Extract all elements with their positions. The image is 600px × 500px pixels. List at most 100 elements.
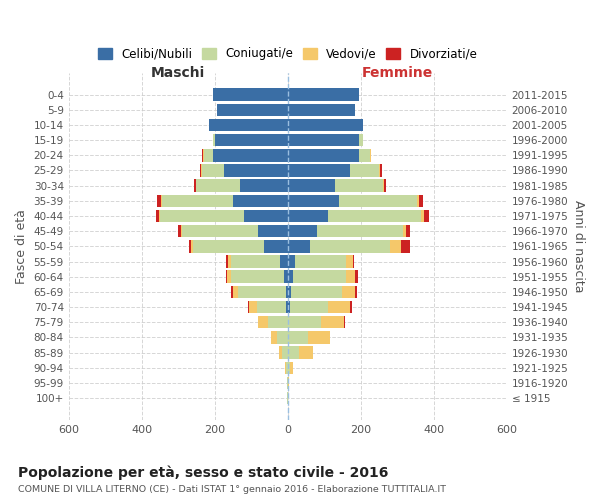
Bar	[292, 286, 343, 298]
Bar	[286, 286, 287, 298]
Bar	[379, 164, 380, 176]
Bar	[310, 240, 390, 252]
Bar	[277, 331, 287, 344]
Bar	[287, 225, 317, 237]
Bar	[343, 286, 355, 298]
Bar	[287, 118, 362, 131]
Bar	[213, 134, 215, 146]
Bar	[287, 301, 290, 314]
Bar	[390, 240, 401, 252]
Bar	[355, 286, 357, 298]
Bar	[259, 225, 287, 237]
Bar	[224, 164, 287, 176]
Bar	[287, 194, 339, 207]
Bar	[231, 286, 233, 298]
Y-axis label: Anni di nascita: Anni di nascita	[572, 200, 585, 292]
Bar	[213, 149, 287, 162]
Bar	[203, 149, 204, 162]
Bar	[355, 270, 358, 283]
Text: Maschi: Maschi	[151, 66, 205, 80]
Bar	[329, 331, 331, 344]
Text: Femmine: Femmine	[362, 66, 433, 80]
Bar	[335, 180, 383, 192]
Bar	[213, 88, 287, 101]
Bar	[244, 210, 287, 222]
Bar	[287, 286, 292, 298]
Bar	[155, 210, 159, 222]
Bar	[228, 256, 231, 268]
Bar	[233, 286, 238, 298]
Bar	[268, 316, 287, 328]
Bar	[290, 301, 328, 314]
Text: COMUNE DI VILLA LITERNO (CE) - Dati ISTAT 1° gennaio 2016 - Elaborazione TUTTITA: COMUNE DI VILLA LITERNO (CE) - Dati ISTA…	[18, 485, 446, 494]
Bar	[259, 316, 268, 328]
Bar	[196, 180, 240, 192]
Bar	[287, 180, 335, 192]
Bar	[287, 346, 299, 359]
Bar	[419, 194, 423, 207]
Bar	[178, 225, 181, 237]
Bar	[353, 256, 355, 268]
Bar	[287, 104, 355, 116]
Bar	[320, 316, 344, 328]
Bar	[217, 104, 287, 116]
Bar	[359, 134, 362, 146]
Bar	[160, 210, 244, 222]
Bar	[287, 270, 293, 283]
Bar	[215, 134, 287, 146]
Bar	[403, 225, 406, 237]
Bar	[282, 346, 287, 359]
Text: Popolazione per età, sesso e stato civile - 2016: Popolazione per età, sesso e stato civil…	[18, 465, 388, 479]
Bar	[226, 256, 228, 268]
Legend: Celibi/Nubili, Coniugati/e, Vedovi/e, Divorziati/e: Celibi/Nubili, Coniugati/e, Vedovi/e, Di…	[94, 44, 481, 64]
Bar	[231, 270, 284, 283]
Bar	[159, 210, 160, 222]
Bar	[328, 210, 421, 222]
Bar	[284, 270, 287, 283]
Bar	[279, 346, 282, 359]
Bar	[346, 270, 355, 283]
Bar	[264, 240, 287, 252]
Bar	[250, 301, 257, 314]
Bar	[162, 194, 233, 207]
Bar	[287, 210, 328, 222]
Bar	[286, 301, 287, 314]
Bar	[238, 286, 286, 298]
Bar	[346, 256, 353, 268]
Bar	[421, 210, 424, 222]
Bar	[194, 180, 196, 192]
Bar	[285, 362, 286, 374]
Bar	[257, 301, 286, 314]
Bar	[271, 331, 277, 344]
Bar	[231, 256, 280, 268]
Bar	[202, 149, 203, 162]
Bar	[384, 180, 386, 192]
Bar	[417, 194, 419, 207]
Bar	[290, 362, 293, 374]
Bar	[182, 225, 259, 237]
Bar	[201, 164, 202, 176]
Bar	[344, 316, 345, 328]
Bar	[424, 210, 430, 222]
Bar	[359, 149, 370, 162]
Bar	[286, 362, 287, 374]
Bar	[293, 270, 346, 283]
Bar	[287, 164, 350, 176]
Bar	[189, 240, 191, 252]
Bar	[406, 225, 410, 237]
Bar	[383, 180, 384, 192]
Bar	[339, 194, 417, 207]
Bar	[287, 134, 359, 146]
Bar	[350, 164, 379, 176]
Bar	[287, 256, 295, 268]
Bar	[287, 316, 320, 328]
Bar	[350, 301, 352, 314]
Bar	[227, 270, 231, 283]
Bar	[380, 164, 382, 176]
Bar	[240, 180, 287, 192]
Bar	[204, 149, 213, 162]
Bar	[258, 316, 259, 328]
Bar	[226, 270, 227, 283]
Bar	[401, 240, 410, 252]
Bar	[233, 194, 287, 207]
